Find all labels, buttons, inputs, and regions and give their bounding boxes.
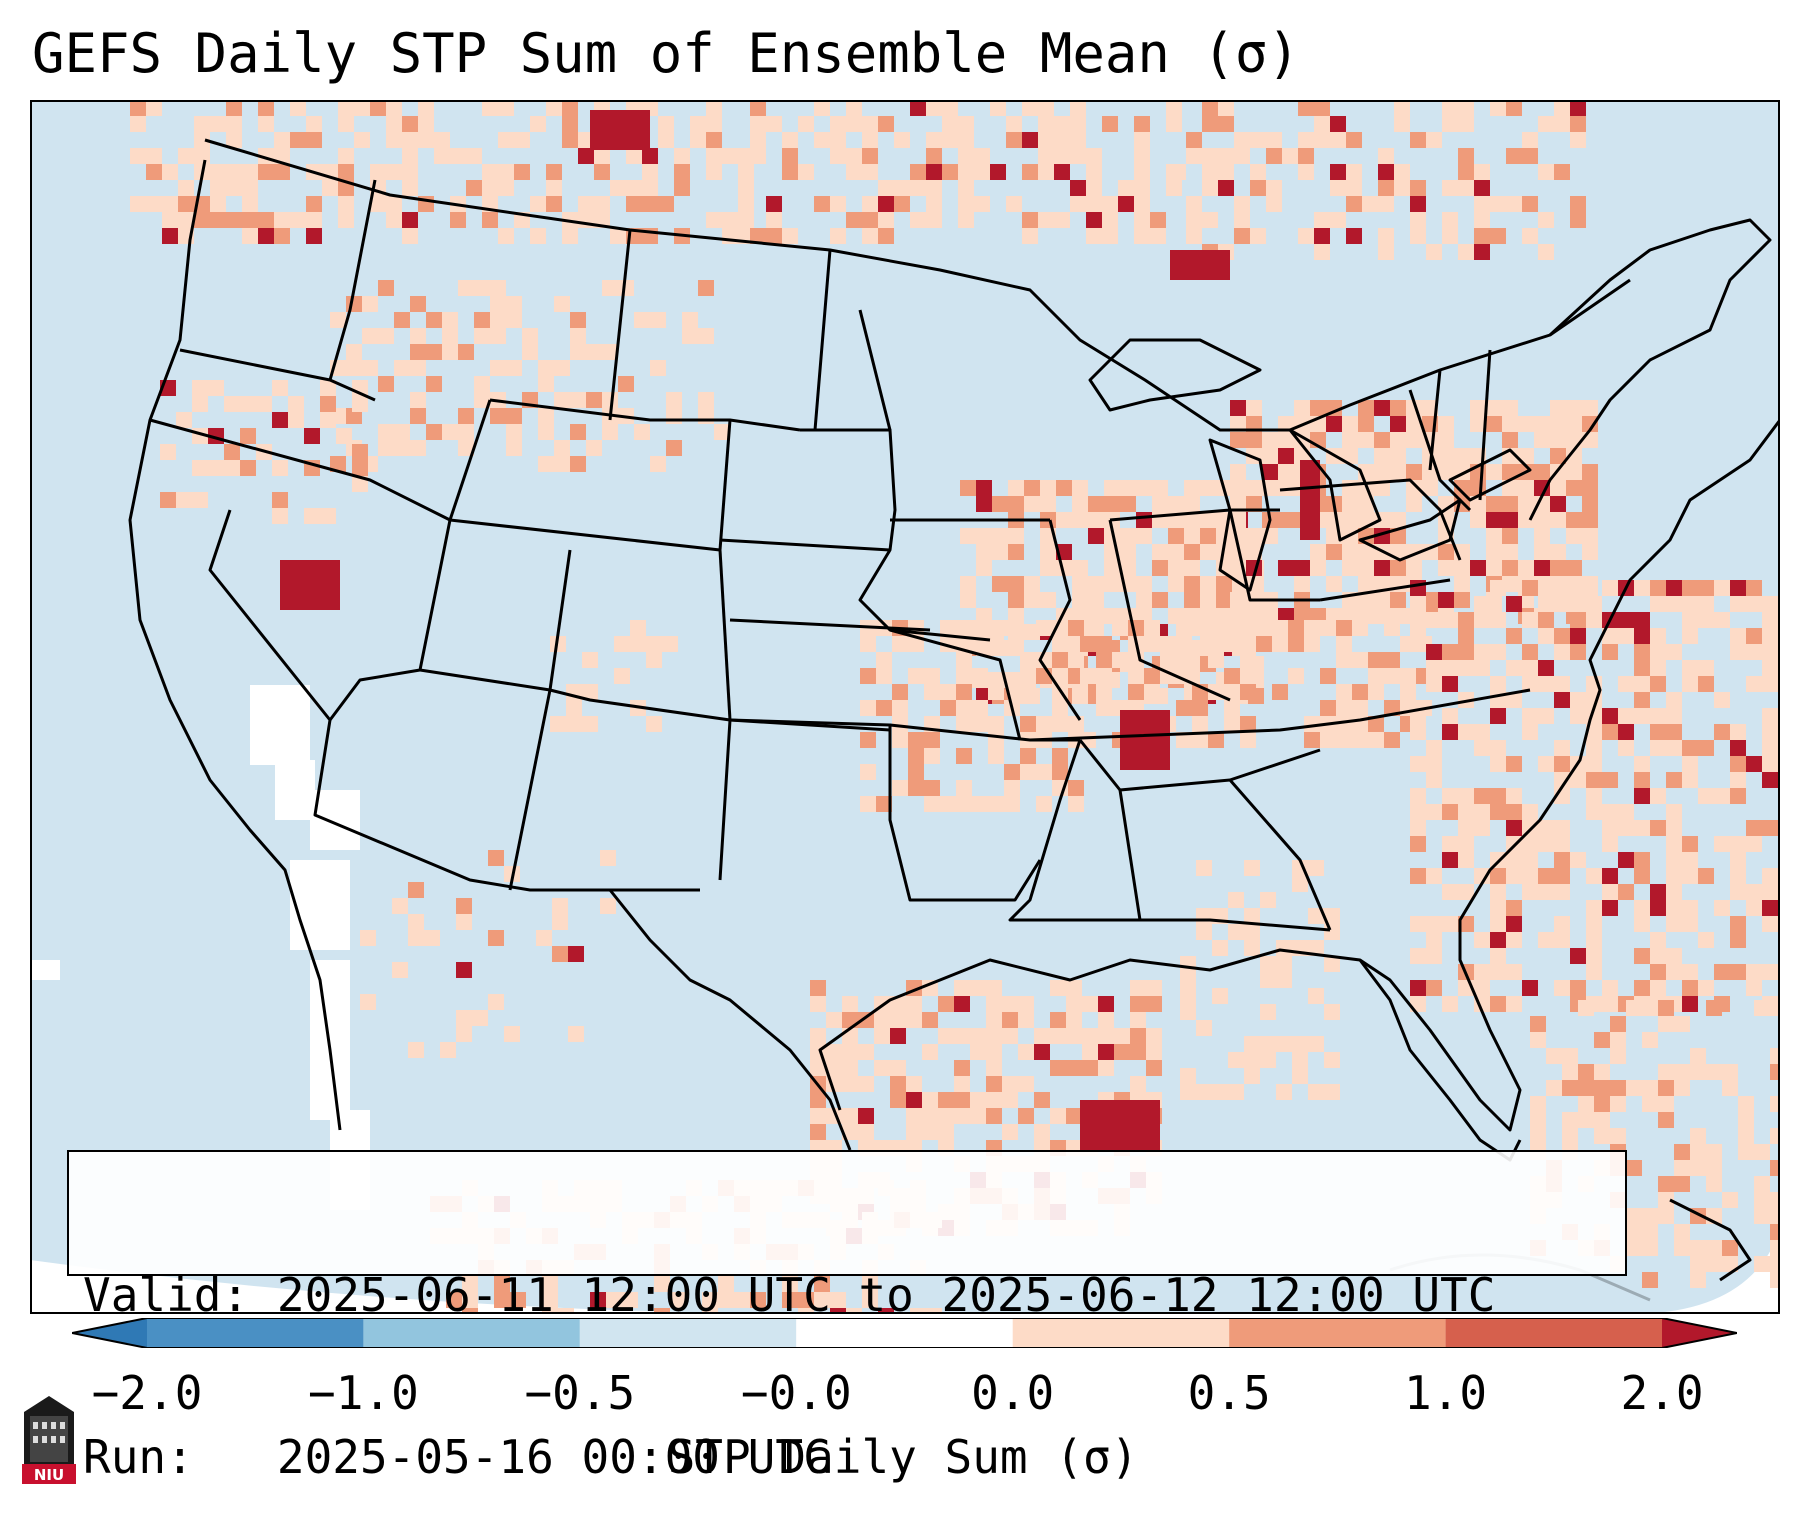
valid-row: Valid: 2025-06-11 12:00 UTC to 2025-06-1… [83, 1268, 1625, 1322]
colorbar-bin [796, 1318, 1013, 1348]
chart-title: GEFS Daily STP Sum of Ensemble Mean (σ) [32, 22, 1300, 85]
stp-hotspot [280, 560, 340, 610]
colorbar-bin [1445, 1318, 1662, 1348]
stp-hotspot [1170, 250, 1230, 280]
map-frame [30, 100, 1780, 1314]
valid-label: Valid: [83, 1268, 250, 1322]
colorbar [72, 1318, 1737, 1348]
colorbar-bin [579, 1318, 797, 1348]
stp-hotspot [1120, 710, 1170, 770]
colorbar-tick-label: −2.0 [91, 1366, 203, 1420]
run-value: 2025-05-16 00:00 UTC [276, 1430, 831, 1484]
stp-hotspot [1300, 460, 1320, 540]
colorbar-tick-label: 1.0 [1404, 1366, 1488, 1420]
valid-run-info-box: Valid: 2025-06-11 12:00 UTC to 2025-06-1… [67, 1150, 1627, 1484]
colorbar-tick-label: 0.0 [971, 1366, 1055, 1420]
colorbar-tick-label: 0.5 [1187, 1366, 1271, 1420]
stp-hotspot [590, 110, 650, 150]
colorbar-tick-label: −0.5 [524, 1366, 636, 1420]
colorbar-tick-label: 2.0 [1620, 1366, 1704, 1420]
colorbar-bin [1012, 1318, 1230, 1348]
valid-value: 2025-06-11 12:00 UTC to 2025-06-12 12:00… [276, 1268, 1496, 1322]
colorbar-bin [147, 1318, 364, 1348]
colorbar-tick-label: −0.0 [740, 1366, 852, 1420]
colorbar-under-extension [72, 1318, 147, 1348]
stp-hotspot [1080, 1100, 1160, 1150]
colorbar-label: STP Daily Sum (σ) [667, 1430, 1139, 1484]
colorbar-over-extension [1662, 1318, 1737, 1348]
run-label: Run: [83, 1430, 194, 1484]
colorbar-bin [363, 1318, 580, 1348]
map-panel [30, 100, 1780, 1314]
projection-edge [30, 1260, 830, 1314]
colorbar-tick-label: −1.0 [308, 1366, 419, 1420]
colorbar-bin [1229, 1318, 1446, 1348]
logo-text: NIU [34, 1466, 64, 1484]
niu-logo: NIU [22, 1396, 76, 1484]
run-row: Run: 2025-05-16 00:00 UTC [83, 1430, 1625, 1484]
state-boundaries [128, 138, 1631, 1131]
